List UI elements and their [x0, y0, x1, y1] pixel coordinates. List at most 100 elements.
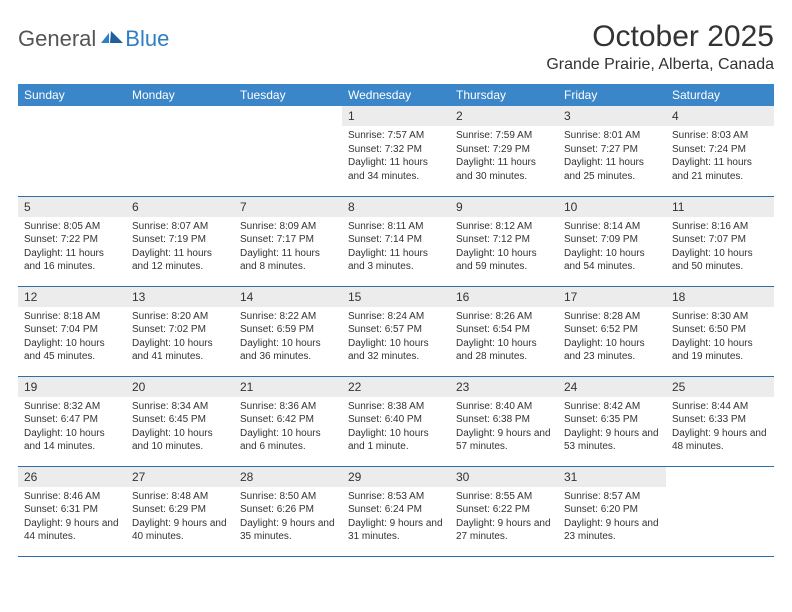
sunset-line: Sunset: 7:29 PM [456, 143, 552, 157]
day-number: 4 [666, 106, 774, 126]
day-content: Sunrise: 8:38 AMSunset: 6:40 PMDaylight:… [342, 397, 450, 458]
day-number: 21 [234, 377, 342, 397]
day-content: Sunrise: 8:46 AMSunset: 6:31 PMDaylight:… [18, 487, 126, 548]
day-content: Sunrise: 8:16 AMSunset: 7:07 PMDaylight:… [666, 217, 774, 278]
calendar-day-cell: 7Sunrise: 8:09 AMSunset: 7:17 PMDaylight… [234, 196, 342, 286]
calendar-body: 1Sunrise: 7:57 AMSunset: 7:32 PMDaylight… [18, 106, 774, 556]
calendar-empty-cell [126, 106, 234, 196]
sunset-line: Sunset: 6:54 PM [456, 323, 552, 337]
daylight-line: Daylight: 11 hours and 30 minutes. [456, 156, 552, 183]
day-content: Sunrise: 8:40 AMSunset: 6:38 PMDaylight:… [450, 397, 558, 458]
calendar-day-cell: 12Sunrise: 8:18 AMSunset: 7:04 PMDayligh… [18, 286, 126, 376]
day-number: 20 [126, 377, 234, 397]
day-number: 26 [18, 467, 126, 487]
day-number: 8 [342, 197, 450, 217]
day-content: Sunrise: 8:55 AMSunset: 6:22 PMDaylight:… [450, 487, 558, 548]
calendar-day-cell: 19Sunrise: 8:32 AMSunset: 6:47 PMDayligh… [18, 376, 126, 466]
sunrise-line: Sunrise: 8:53 AM [348, 490, 444, 504]
calendar-day-cell: 24Sunrise: 8:42 AMSunset: 6:35 PMDayligh… [558, 376, 666, 466]
calendar-day-cell: 30Sunrise: 8:55 AMSunset: 6:22 PMDayligh… [450, 466, 558, 556]
sunset-line: Sunset: 7:02 PM [132, 323, 228, 337]
day-content: Sunrise: 8:18 AMSunset: 7:04 PMDaylight:… [18, 307, 126, 368]
calendar-week-row: 12Sunrise: 8:18 AMSunset: 7:04 PMDayligh… [18, 286, 774, 376]
sunset-line: Sunset: 7:07 PM [672, 233, 768, 247]
day-content: Sunrise: 8:44 AMSunset: 6:33 PMDaylight:… [666, 397, 774, 458]
calendar-empty-cell [18, 106, 126, 196]
calendar-day-cell: 17Sunrise: 8:28 AMSunset: 6:52 PMDayligh… [558, 286, 666, 376]
day-content: Sunrise: 7:57 AMSunset: 7:32 PMDaylight:… [342, 126, 450, 187]
day-content: Sunrise: 8:26 AMSunset: 6:54 PMDaylight:… [450, 307, 558, 368]
day-content: Sunrise: 8:05 AMSunset: 7:22 PMDaylight:… [18, 217, 126, 278]
day-content: Sunrise: 8:09 AMSunset: 7:17 PMDaylight:… [234, 217, 342, 278]
sunset-line: Sunset: 6:40 PM [348, 413, 444, 427]
weekday-header: Friday [558, 84, 666, 106]
sunset-line: Sunset: 6:47 PM [24, 413, 120, 427]
day-number: 18 [666, 287, 774, 307]
weekday-header: Saturday [666, 84, 774, 106]
day-number: 11 [666, 197, 774, 217]
sunset-line: Sunset: 6:35 PM [564, 413, 660, 427]
sunrise-line: Sunrise: 8:07 AM [132, 220, 228, 234]
calendar-day-cell: 28Sunrise: 8:50 AMSunset: 6:26 PMDayligh… [234, 466, 342, 556]
daylight-line: Daylight: 10 hours and 28 minutes. [456, 337, 552, 364]
day-number: 12 [18, 287, 126, 307]
calendar-day-cell: 4Sunrise: 8:03 AMSunset: 7:24 PMDaylight… [666, 106, 774, 196]
sunrise-line: Sunrise: 8:44 AM [672, 400, 768, 414]
day-number: 29 [342, 467, 450, 487]
sunrise-line: Sunrise: 8:22 AM [240, 310, 336, 324]
daylight-line: Daylight: 11 hours and 21 minutes. [672, 156, 768, 183]
day-number: 22 [342, 377, 450, 397]
sunrise-line: Sunrise: 8:16 AM [672, 220, 768, 234]
day-number: 5 [18, 197, 126, 217]
sunset-line: Sunset: 6:22 PM [456, 503, 552, 517]
sunrise-line: Sunrise: 8:28 AM [564, 310, 660, 324]
sunrise-line: Sunrise: 8:38 AM [348, 400, 444, 414]
day-number: 2 [450, 106, 558, 126]
weekday-header: Wednesday [342, 84, 450, 106]
calendar-day-cell: 23Sunrise: 8:40 AMSunset: 6:38 PMDayligh… [450, 376, 558, 466]
day-content: Sunrise: 8:36 AMSunset: 6:42 PMDaylight:… [234, 397, 342, 458]
sunset-line: Sunset: 6:31 PM [24, 503, 120, 517]
sunset-line: Sunset: 6:59 PM [240, 323, 336, 337]
sunrise-line: Sunrise: 8:12 AM [456, 220, 552, 234]
logo: General Blue [18, 26, 169, 52]
sunset-line: Sunset: 6:38 PM [456, 413, 552, 427]
sunset-line: Sunset: 7:04 PM [24, 323, 120, 337]
day-number: 14 [234, 287, 342, 307]
daylight-line: Daylight: 10 hours and 1 minute. [348, 427, 444, 454]
calendar-empty-cell [666, 466, 774, 556]
sunset-line: Sunset: 6:33 PM [672, 413, 768, 427]
weekday-header: Tuesday [234, 84, 342, 106]
day-content: Sunrise: 8:24 AMSunset: 6:57 PMDaylight:… [342, 307, 450, 368]
day-content: Sunrise: 8:14 AMSunset: 7:09 PMDaylight:… [558, 217, 666, 278]
sunset-line: Sunset: 7:19 PM [132, 233, 228, 247]
calendar-day-cell: 31Sunrise: 8:57 AMSunset: 6:20 PMDayligh… [558, 466, 666, 556]
calendar-day-cell: 29Sunrise: 8:53 AMSunset: 6:24 PMDayligh… [342, 466, 450, 556]
calendar-day-cell: 16Sunrise: 8:26 AMSunset: 6:54 PMDayligh… [450, 286, 558, 376]
day-number: 19 [18, 377, 126, 397]
sunset-line: Sunset: 6:42 PM [240, 413, 336, 427]
sunrise-line: Sunrise: 8:01 AM [564, 129, 660, 143]
daylight-line: Daylight: 10 hours and 14 minutes. [24, 427, 120, 454]
calendar-week-row: 26Sunrise: 8:46 AMSunset: 6:31 PMDayligh… [18, 466, 774, 556]
calendar-day-cell: 14Sunrise: 8:22 AMSunset: 6:59 PMDayligh… [234, 286, 342, 376]
day-number: 24 [558, 377, 666, 397]
calendar-day-cell: 5Sunrise: 8:05 AMSunset: 7:22 PMDaylight… [18, 196, 126, 286]
day-content: Sunrise: 8:20 AMSunset: 7:02 PMDaylight:… [126, 307, 234, 368]
sunset-line: Sunset: 6:20 PM [564, 503, 660, 517]
sunrise-line: Sunrise: 7:59 AM [456, 129, 552, 143]
calendar-empty-cell [234, 106, 342, 196]
daylight-line: Daylight: 9 hours and 48 minutes. [672, 427, 768, 454]
calendar-week-row: 19Sunrise: 8:32 AMSunset: 6:47 PMDayligh… [18, 376, 774, 466]
sunrise-line: Sunrise: 8:46 AM [24, 490, 120, 504]
calendar-day-cell: 22Sunrise: 8:38 AMSunset: 6:40 PMDayligh… [342, 376, 450, 466]
calendar-day-cell: 13Sunrise: 8:20 AMSunset: 7:02 PMDayligh… [126, 286, 234, 376]
calendar-day-cell: 6Sunrise: 8:07 AMSunset: 7:19 PMDaylight… [126, 196, 234, 286]
sunrise-line: Sunrise: 8:42 AM [564, 400, 660, 414]
day-number: 31 [558, 467, 666, 487]
weekday-header: Thursday [450, 84, 558, 106]
sunrise-line: Sunrise: 8:05 AM [24, 220, 120, 234]
sunrise-line: Sunrise: 8:20 AM [132, 310, 228, 324]
location-text: Grande Prairie, Alberta, Canada [546, 56, 774, 74]
day-content: Sunrise: 8:22 AMSunset: 6:59 PMDaylight:… [234, 307, 342, 368]
